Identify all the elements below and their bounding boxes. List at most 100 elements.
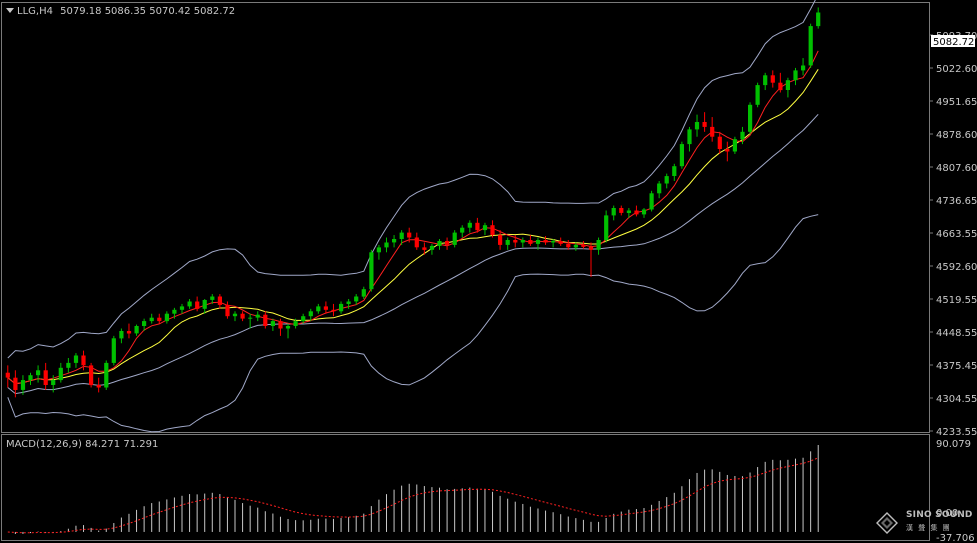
slow-ma-line [7,69,819,385]
bull-candle [301,316,306,322]
close-value: 5082.72 [193,6,236,17]
bear-candle [225,304,230,317]
bull-candle [808,26,813,66]
bull-candle [732,139,737,152]
bull-candle [679,144,684,167]
price-tick-label: 4592.60 [936,262,977,273]
bear-candle [331,309,336,312]
macd-signal-line [7,457,819,534]
price-tick-label: 4375.45 [936,361,977,372]
bull-candle [611,208,616,216]
bull-candle [369,252,374,290]
bear-candle [619,208,624,213]
bull-candle [399,232,404,239]
price-tick-label: 4736.65 [936,196,977,207]
bull-candle [535,240,541,244]
bull-candle [505,240,510,245]
bull-candle [270,321,275,326]
bull-candle [482,225,488,231]
bull-candle [361,289,366,297]
bull-candle [573,244,578,248]
macd-scale-label: -37.706 [936,533,975,543]
bull-candle [551,241,556,243]
bear-candle [513,240,518,243]
bear-candle [5,372,10,378]
fast-ma-line [7,50,819,385]
bear-candle [710,126,715,137]
bull-candle [452,232,457,245]
bear-candle [422,247,427,250]
bull-candle [604,215,609,240]
price-tick-label: 4519.55 [936,295,977,306]
bull-candle [20,380,26,390]
bear-candle [558,241,563,244]
moving-averages [7,50,819,385]
bear-candle [588,246,594,250]
bear-candle [126,331,132,334]
bear-candle [263,314,268,326]
bear-candle [240,313,245,319]
bull-candle [172,309,177,314]
bear-candle [96,385,101,388]
middle-band-line [7,113,819,395]
bull-candle [104,362,109,388]
bull-candle [73,355,79,363]
bull-candle [142,321,147,326]
price-tick-label: 4878.60 [936,130,977,141]
bull-candle [687,129,692,145]
bear-candle [475,222,480,231]
bear-candle [725,149,730,152]
bull-candle [596,240,601,250]
triangle-down-icon[interactable] [6,8,14,13]
bull-candle [111,338,116,363]
bull-candle [467,222,472,228]
bear-candle [445,241,450,245]
sino-sound-watermark: SINO SOUND 漢 聲 集 團 [876,510,976,540]
price-tick-label: 4663.55 [936,229,977,240]
price-tick-label: 4233.55 [936,427,977,438]
bull-candle [51,380,56,385]
macd-pane-frame [1,434,930,541]
bull-candle [255,314,260,318]
bull-candle [755,85,760,105]
bull-candle [179,306,185,310]
bull-candle [384,242,389,248]
bear-candle [13,377,18,390]
bear-candle [323,306,328,310]
bull-candle [437,241,442,246]
bull-candle [429,245,435,250]
bull-candle [285,326,291,329]
bull-candle [785,80,790,90]
bull-candle [649,193,654,210]
bear-candle [414,237,419,248]
bull-candle [187,301,192,307]
bull-candle [346,301,351,304]
bull-candle [339,303,344,312]
bear-candle [543,240,548,243]
bull-candle [816,12,821,27]
lower-band-line [7,214,819,433]
price-tick-label: 4951.65 [936,97,977,108]
current-price-marker [931,35,975,47]
bull-candle [28,375,33,381]
price-tick-label: 4304.55 [936,394,977,405]
diamond-logo-icon [876,512,898,534]
price-tick-label: 4807.60 [936,163,977,174]
bear-candle [43,370,48,385]
bear-candle [490,225,495,235]
bull-candle [134,326,139,334]
bull-candle [316,306,321,312]
bull-candle [626,210,631,213]
macd-header: MACD(12,26,9) 84.271 71.291 [6,439,158,450]
bull-candle [672,166,677,176]
bull-candle [793,70,798,81]
macd-scale-label: 0.00 [936,508,958,519]
macd-histogram [7,445,819,534]
watermark-brand: SINO SOUND [906,510,973,520]
bull-candle [36,370,41,376]
bear-candle [528,240,533,244]
bear-candle [407,232,412,238]
low-value: 5070.42 [149,6,191,17]
